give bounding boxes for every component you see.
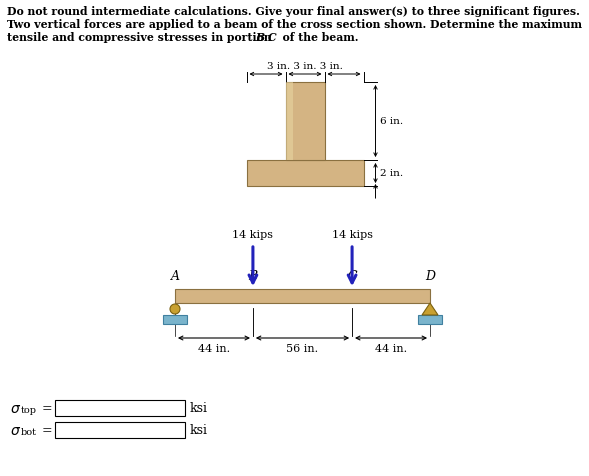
Polygon shape xyxy=(286,83,325,161)
Text: 6 in.: 6 in. xyxy=(379,117,403,126)
Text: bot: bot xyxy=(21,427,37,436)
Text: 14 kips: 14 kips xyxy=(332,229,373,239)
Text: A: A xyxy=(170,269,180,282)
Text: B C: B C xyxy=(255,32,277,43)
Text: 56 in.: 56 in. xyxy=(286,343,319,353)
Polygon shape xyxy=(163,315,187,324)
Text: =: = xyxy=(38,424,52,436)
Polygon shape xyxy=(175,289,430,303)
Text: Two vertical forces are applied to a beam of the cross section shown. Determine : Two vertical forces are applied to a bea… xyxy=(7,19,582,30)
Text: Do not round intermediate calculations. Give your final answer(s) to three signi: Do not round intermediate calculations. … xyxy=(7,6,580,17)
Circle shape xyxy=(170,304,180,314)
Polygon shape xyxy=(247,161,363,187)
Text: 44 in.: 44 in. xyxy=(198,343,230,353)
Polygon shape xyxy=(286,83,293,161)
Polygon shape xyxy=(55,400,185,416)
Text: top: top xyxy=(21,406,37,415)
Polygon shape xyxy=(418,315,442,324)
Text: =: = xyxy=(38,402,52,415)
Text: $\sigma$: $\sigma$ xyxy=(10,423,21,437)
Text: $\sigma$: $\sigma$ xyxy=(10,401,21,415)
Text: tensile and compressive stresses in portion: tensile and compressive stresses in port… xyxy=(7,32,276,43)
Text: 44 in.: 44 in. xyxy=(375,343,407,353)
Text: of the beam.: of the beam. xyxy=(275,32,359,43)
Text: C: C xyxy=(348,269,357,282)
Text: ksi: ksi xyxy=(190,424,208,436)
Text: ksi: ksi xyxy=(190,402,208,415)
Polygon shape xyxy=(55,422,185,438)
Text: B: B xyxy=(249,269,257,282)
Text: D: D xyxy=(425,269,435,282)
Text: 3 in. 3 in. 3 in.: 3 in. 3 in. 3 in. xyxy=(267,62,343,71)
Text: 14 kips: 14 kips xyxy=(233,229,273,239)
Polygon shape xyxy=(422,303,438,315)
Text: 2 in.: 2 in. xyxy=(379,169,403,178)
